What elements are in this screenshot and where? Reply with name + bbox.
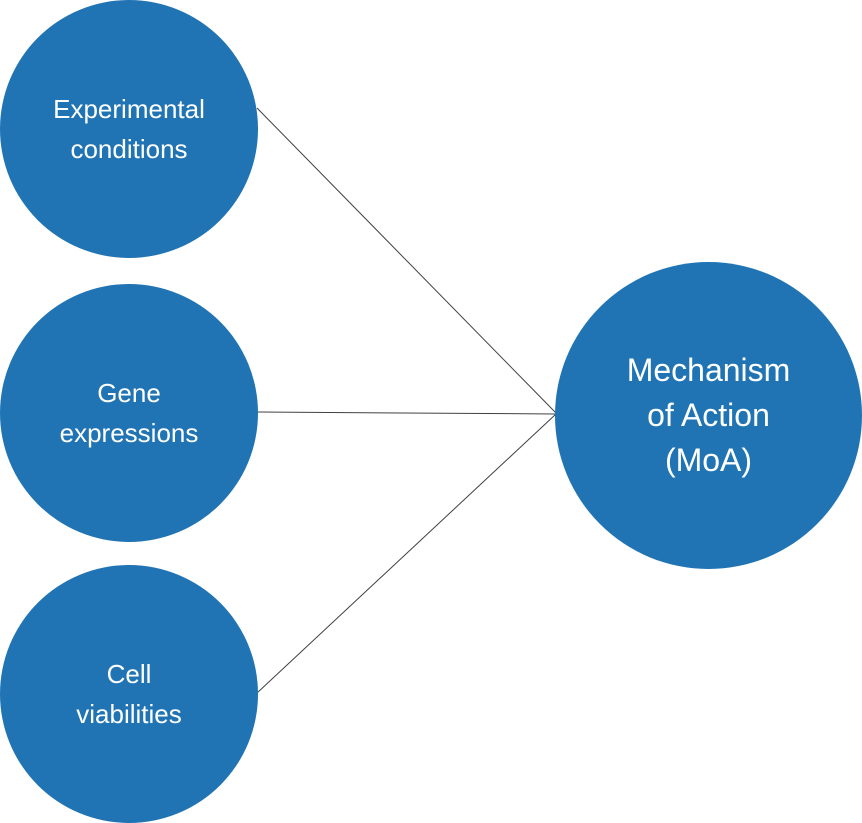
node-label-line: expressions — [60, 413, 199, 453]
node-cell-viabilities: Cell viabilities — [0, 565, 258, 823]
node-label-line: Gene — [97, 373, 161, 413]
node-label-line: Cell — [107, 654, 152, 694]
node-label-line: of Action — [647, 393, 770, 438]
edge-experimental-conditions-to-moa — [257, 108, 556, 413]
node-experimental-conditions: Experimental conditions — [0, 0, 258, 258]
node-label-line: (MoA) — [665, 438, 752, 483]
node-label-line: conditions — [70, 129, 187, 169]
node-mechanism-of-action: Mechanism of Action (MoA) — [555, 262, 862, 569]
edge-gene-expressions-to-moa — [258, 412, 556, 414]
node-gene-expressions: Gene expressions — [0, 284, 258, 542]
node-label-line: Mechanism — [627, 348, 791, 393]
edge-cell-viabilities-to-moa — [257, 414, 556, 693]
node-label-line: Experimental — [53, 89, 205, 129]
node-label-line: viabilities — [76, 694, 182, 734]
